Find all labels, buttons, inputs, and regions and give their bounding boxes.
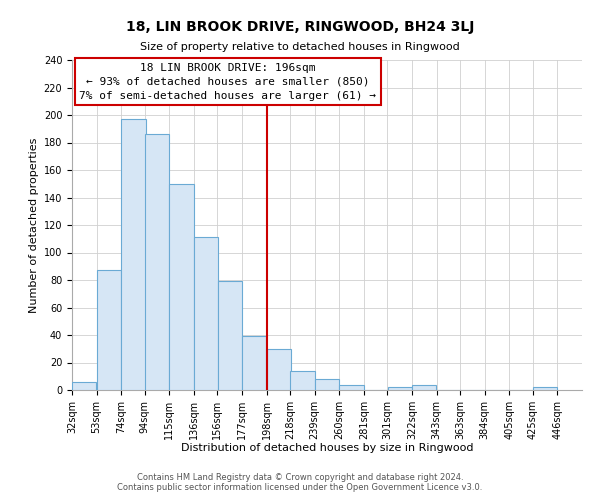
Text: Size of property relative to detached houses in Ringwood: Size of property relative to detached ho… [140,42,460,52]
Bar [72,382,97,390]
Text: Contains public sector information licensed under the Open Government Licence v3: Contains public sector information licen… [118,484,482,492]
Bar [121,119,146,390]
Y-axis label: Number of detached properties: Number of detached properties [29,138,40,312]
Bar [194,238,218,390]
Title: 18, LIN BROOK DRIVE, RINGWOOD, BH24 3LJ
Size of property relative to detached ho: 18, LIN BROOK DRIVE, RINGWOOD, BH24 3LJ … [0,499,1,500]
Bar [97,270,121,390]
Text: Contains HM Land Registry data © Crown copyright and database right 2024.: Contains HM Land Registry data © Crown c… [137,474,463,482]
Bar [145,134,169,390]
Bar [412,384,436,390]
Bar [169,184,194,390]
Bar [388,387,412,390]
Bar [315,379,339,390]
Bar [218,282,242,390]
Bar [533,387,557,390]
Bar [340,384,364,390]
Bar [267,349,291,390]
X-axis label: Distribution of detached houses by size in Ringwood: Distribution of detached houses by size … [181,444,473,454]
Text: 18, LIN BROOK DRIVE, RINGWOOD, BH24 3LJ: 18, LIN BROOK DRIVE, RINGWOOD, BH24 3LJ [126,20,474,34]
Bar [290,371,314,390]
Bar [242,336,266,390]
Text: 18 LIN BROOK DRIVE: 196sqm
← 93% of detached houses are smaller (850)
7% of semi: 18 LIN BROOK DRIVE: 196sqm ← 93% of deta… [79,62,376,101]
